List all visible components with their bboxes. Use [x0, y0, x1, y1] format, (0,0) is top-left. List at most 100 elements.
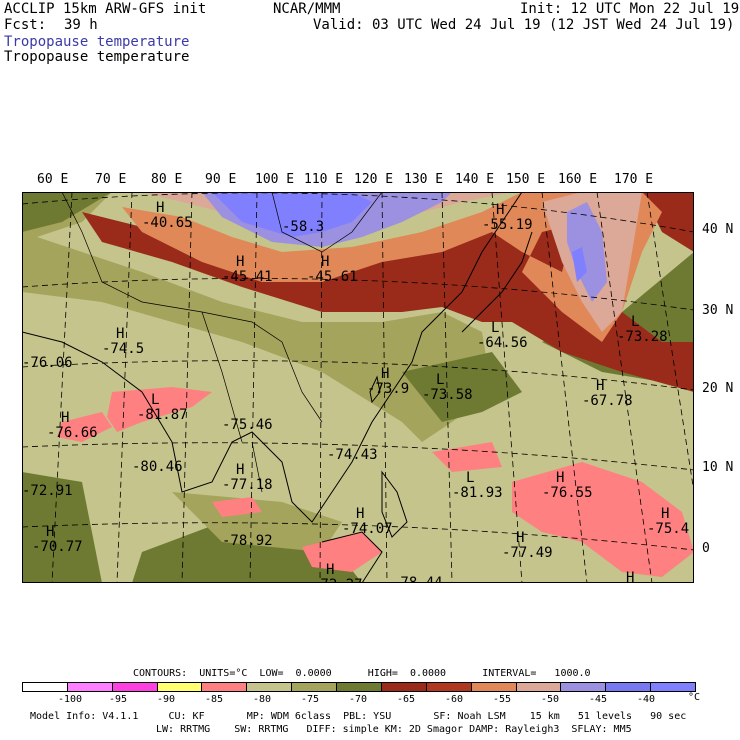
temperature-value-label: -73.9	[367, 381, 409, 397]
high-marker: H	[321, 254, 329, 270]
colorbar-swatch	[470, 682, 517, 692]
lon-label-170e: 170 E	[614, 172, 654, 187]
colorbar-tick-m75: -75	[300, 694, 320, 705]
colorbar-swatch	[336, 682, 382, 692]
temperature-value-label: -73.58	[422, 387, 473, 403]
lon-line-130e	[441, 192, 453, 583]
high-marker: H	[116, 326, 124, 342]
fill-orange-band	[122, 192, 662, 342]
temperature-value-label: -55.19	[482, 217, 533, 233]
model-title: ACCLIP 15km ARW-GFS init	[4, 1, 207, 17]
high-marker: H	[516, 530, 524, 546]
lon-label-140e: 140 E	[455, 172, 495, 187]
coastline-taiwan	[369, 375, 381, 404]
colorbar-swatch	[425, 682, 472, 692]
lon-label-100e: 100 E	[255, 172, 295, 187]
coastline-philippines	[381, 470, 408, 538]
lon-line-70e	[51, 192, 73, 583]
lon-line-120e	[381, 192, 388, 583]
lat-label-20n: 20 N	[702, 381, 734, 396]
temperature-value-label: -76.66	[47, 425, 98, 441]
lat-line-30n	[22, 278, 694, 311]
lon-line-160e	[596, 192, 653, 583]
fill-salmon-pacific-2	[512, 462, 694, 577]
temperature-value-label: -40.65	[142, 215, 193, 231]
colorbar-swatch	[246, 682, 293, 692]
colorbar-tick-m90: -90	[156, 694, 176, 705]
lon-line-80e	[116, 192, 133, 583]
temperature-value-label: -74.43	[327, 447, 378, 463]
temperature-value-label: -80.46	[132, 459, 183, 475]
temperature-value-label: -78.44	[392, 575, 443, 583]
high-marker: H	[496, 202, 504, 218]
temperature-value-label: -73.28	[617, 329, 668, 345]
temperature-value-label: -81.93	[452, 485, 503, 501]
tropopause-temperature-map: H-40.65 -58.3H-55.19H-45.41H-45.61L-73.28…	[22, 192, 694, 583]
fill-dark-olive-south	[22, 472, 102, 583]
lon-label-110e: 110 E	[304, 172, 344, 187]
map-frame	[22, 192, 694, 583]
colorbar-tick-m70: -70	[348, 694, 368, 705]
colorbar	[22, 682, 696, 692]
colorbar-swatch	[201, 682, 248, 692]
fill-red-band	[82, 202, 694, 392]
temperature-value-label: -77.18	[222, 477, 273, 493]
forecast-label: Fcst:	[4, 17, 47, 33]
colorbar-tick-m55: -55	[492, 694, 512, 705]
colorbar-swatch	[380, 682, 427, 692]
colorbar-swatch	[291, 682, 338, 692]
temperature-value-label: -75.4	[647, 521, 689, 537]
colorbar-tick-m65: -65	[396, 694, 416, 705]
borders	[61, 192, 383, 493]
colorbar-tick-m45: -45	[588, 694, 608, 705]
fill-purple-east	[567, 202, 607, 302]
low-marker: L	[631, 314, 639, 330]
temperature-value-label: -45.41	[222, 269, 273, 285]
lon-label-130e: 130 E	[404, 172, 444, 187]
fill-blue-east	[572, 247, 587, 282]
fill-salmon-india-2	[57, 412, 112, 442]
coastline-japan	[461, 231, 533, 333]
coastline-borneo	[321, 531, 383, 583]
temperature-value-label: -76.06	[22, 355, 73, 371]
colorbar-tick-m60: -60	[444, 694, 464, 705]
lon-label-120e: 120 E	[354, 172, 394, 187]
forecast-hour: 39 h	[64, 17, 98, 33]
low-marker: L	[151, 392, 159, 408]
high-marker: H	[236, 254, 244, 270]
colorbar-swatch	[22, 682, 68, 692]
low-marker: L	[436, 372, 444, 388]
lon-line-100e	[249, 192, 258, 583]
lat-label-40n: 40 N	[702, 222, 734, 237]
lon-line-150e	[541, 192, 588, 583]
temperature-value-label: -58.3	[282, 219, 324, 235]
high-marker: H	[596, 378, 604, 394]
lat-line-0	[22, 522, 694, 551]
temperature-value-label: -78.92	[222, 533, 273, 549]
temperature-value-label: -74.5	[102, 341, 144, 357]
colorbar-unit: °C	[687, 692, 701, 703]
colorbar-tick-m85: -85	[204, 694, 224, 705]
high-marker: H	[661, 506, 669, 522]
colorbar-swatch	[111, 682, 158, 692]
lon-line-140e	[491, 192, 523, 583]
colorbar-tick-m100: -100	[57, 694, 83, 705]
model-info-line1: Model Info: V4.1.1 CU: KF MP: WDM 6class…	[30, 711, 687, 722]
low-marker: L	[491, 320, 499, 336]
colorbar-swatch	[650, 682, 696, 692]
lon-label-90e: 90 E	[205, 172, 237, 187]
fill-salmon-bay	[212, 497, 262, 517]
lon-line-170e	[646, 192, 694, 493]
lat-line-20n	[22, 360, 694, 391]
lat-line-40n	[22, 192, 694, 233]
high-marker: H	[356, 506, 364, 522]
colorbar-swatch	[515, 682, 562, 692]
temperature-value-label: -77.49	[502, 545, 553, 561]
lat-line-10n	[22, 442, 694, 471]
high-marker: H	[46, 524, 54, 540]
contours-info: CONTOURS: UNITS=°C LOW= 0.0000 HIGH= 0.0…	[133, 668, 591, 679]
organization-label: NCAR/MMM	[273, 1, 341, 17]
temperature-value-label: -81.87	[137, 407, 188, 423]
coastline-asia	[22, 192, 523, 523]
fill-olive-central	[172, 492, 342, 552]
